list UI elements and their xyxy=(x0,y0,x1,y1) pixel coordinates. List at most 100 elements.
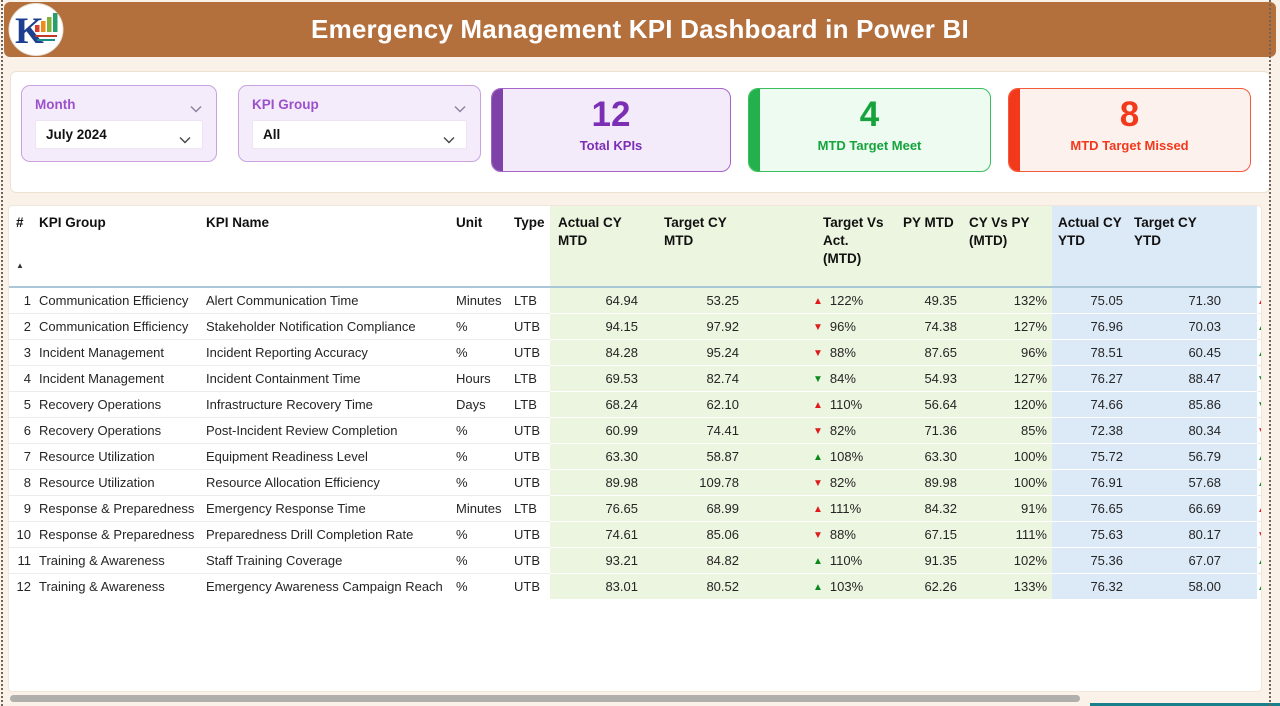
cell-group: Incident Management xyxy=(37,365,204,392)
svg-text:K: K xyxy=(15,11,44,52)
cell-actual_ytd: 76.65 xyxy=(1052,495,1128,522)
bottom-accent-strip xyxy=(1090,703,1280,706)
month-select[interactable]: July 2024 xyxy=(35,120,203,149)
cell-py_mtd: 89.98 xyxy=(897,469,963,496)
trend-up-icon: ▲ xyxy=(813,504,823,515)
cell-name: Emergency Response Time xyxy=(204,495,454,522)
mtd-target-meet-card: 4 MTD Target Meet xyxy=(748,88,991,172)
cell-unit: % xyxy=(454,417,512,444)
cell-type: UTB xyxy=(512,573,550,599)
cell-name: Stakeholder Notification Compliance xyxy=(204,313,454,340)
column-header-cy_vs_py[interactable]: CY Vs PY (MTD) xyxy=(963,206,1052,288)
table-row[interactable]: 7 Resource Utilization Equipment Readiness… xyxy=(9,443,1261,470)
cell-target_mtd: 82.74 xyxy=(652,365,793,392)
trend-down-icon: ▼ xyxy=(813,478,823,489)
cell-py_mtd: 63.30 xyxy=(897,443,963,470)
trend-up-icon: ▲ xyxy=(813,400,823,411)
chevron-down-icon[interactable] xyxy=(189,100,203,113)
cell-unit: % xyxy=(454,573,512,599)
column-header-unit[interactable]: Unit xyxy=(454,206,512,288)
kpi-group-select[interactable]: All xyxy=(252,120,467,149)
cell-unit: Hours xyxy=(454,365,512,392)
cell-name: Emergency Awareness Campaign Reach xyxy=(204,573,454,599)
cell-py_mtd: 54.93 xyxy=(897,365,963,392)
cell-ytd: ▲ xyxy=(1257,469,1261,496)
right-dotted-border xyxy=(1269,0,1271,706)
table-row[interactable]: 8 Resource Utilization Resource Allocation… xyxy=(9,469,1261,496)
mtd-target-meet-value: 4 xyxy=(859,95,880,134)
page-title: Emergency Management KPI Dashboard in Po… xyxy=(311,14,969,44)
month-filter-label: Month xyxy=(35,96,76,112)
column-header-num[interactable]: # ▲ xyxy=(9,206,37,288)
column-header-ytd[interactable] xyxy=(1257,206,1261,288)
trend-up-icon: ▲ xyxy=(1257,452,1261,463)
cell-group: Response & Preparedness xyxy=(37,521,204,548)
cell-actual_mtd: 69.53 xyxy=(550,365,652,392)
cell-type: UTB xyxy=(512,443,550,470)
cell-cy_vs_py: 120% xyxy=(963,391,1052,418)
table-row[interactable]: 6 Recovery Operations Post-Incident Review… xyxy=(9,417,1261,444)
trend-down-icon: ▼ xyxy=(1257,374,1261,385)
cell-py_mtd: 91.35 xyxy=(897,547,963,574)
cell-target_ytd: 66.69 xyxy=(1128,495,1257,522)
table-row[interactable]: 3 Incident Management Incident Reporting A… xyxy=(9,339,1261,366)
cell-type: LTB xyxy=(514,293,537,308)
cell-tva: ▼ 88% xyxy=(793,339,897,366)
table-row[interactable]: 11 Training & Awareness Staff Training Cov… xyxy=(9,547,1261,574)
cell-target_ytd: 58.00 xyxy=(1128,573,1257,599)
sort-ascending-icon[interactable]: ▲ xyxy=(16,261,24,270)
cell-target_ytd: 67.07 xyxy=(1128,547,1257,574)
cell-ytd: ▲ xyxy=(1257,573,1261,599)
cell-unit: Minutes xyxy=(454,495,512,522)
cell-target_ytd: 60.45 xyxy=(1128,339,1257,366)
cell-ytd: ▲ xyxy=(1257,339,1261,366)
cell-ytd: ▲ xyxy=(1257,495,1261,522)
cell-unit: % xyxy=(454,547,512,574)
cell-num: 6 xyxy=(9,417,37,444)
column-header-target_mtd[interactable]: Target CY MTD xyxy=(652,206,793,288)
cell-ytd: ▲ xyxy=(1257,287,1261,314)
cell-target_ytd: 57.68 xyxy=(1128,469,1257,496)
trend-up-icon: ▲ xyxy=(1257,556,1261,567)
cell-tva: ▼ 88% xyxy=(793,521,897,548)
table-row[interactable]: 12 Training & Awareness Emergency Awarenes… xyxy=(9,573,1261,599)
cell-py_mtd: 84.32 xyxy=(897,495,963,522)
cell-actual_ytd: 75.36 xyxy=(1052,547,1128,574)
cell-name: Preparedness Drill Completion Rate xyxy=(204,521,454,548)
cell-cy_vs_py: 127% xyxy=(963,313,1052,340)
cell-cy_vs_py: 132% xyxy=(963,287,1052,314)
horizontal-scrollbar[interactable] xyxy=(10,695,1080,702)
column-header-target_ytd[interactable]: Target CY YTD xyxy=(1128,206,1257,288)
cell-type: LTB xyxy=(512,365,550,392)
table-row[interactable]: 2 Communication Efficiency Stakeholder Not… xyxy=(9,313,1261,340)
table-row[interactable]: 5 Recovery Operations Infrastructure Recov… xyxy=(9,391,1261,418)
column-header-tva[interactable]: Target Vs Act. (MTD) xyxy=(793,206,897,288)
column-header-actual_ytd[interactable]: Actual CY YTD xyxy=(1052,206,1128,288)
cell-num: 3 xyxy=(9,339,37,366)
table-row[interactable]: 4 Incident Management Incident Containment… xyxy=(9,365,1261,392)
cell-name: Incident Containment Time xyxy=(204,365,454,392)
cell-actual_mtd: 93.21 xyxy=(550,547,652,574)
cell-tva: ▼ 82% xyxy=(793,417,897,444)
cell-target_mtd: 58.87 xyxy=(652,443,793,470)
cell-target_ytd: 88.47 xyxy=(1128,365,1257,392)
cell-name: Post-Incident Review Completion xyxy=(204,417,454,444)
cell-actual_ytd: 78.51 xyxy=(1052,339,1128,366)
table-row[interactable]: 1 Communication Efficiency Alert Communica… xyxy=(9,287,1261,314)
column-header-actual_mtd[interactable]: Actual CY MTD xyxy=(550,206,652,288)
column-header-py_mtd[interactable]: PY MTD xyxy=(897,206,963,288)
cell-group: Resource Utilization xyxy=(37,469,204,496)
table-row[interactable]: 10 Response & Preparedness Preparedness Dr… xyxy=(9,521,1261,548)
cell-group: Training & Awareness xyxy=(37,573,204,599)
column-header-group[interactable]: KPI Group xyxy=(37,206,204,288)
cell-num: 2 xyxy=(9,313,37,340)
table-row[interactable]: 9 Response & Preparedness Emergency Respon… xyxy=(9,495,1261,522)
cell-type: UTB xyxy=(512,339,550,366)
column-header-name[interactable]: KPI Name xyxy=(204,206,454,288)
chevron-down-icon[interactable] xyxy=(453,100,467,113)
cell-name: Equipment Readiness Level xyxy=(204,443,454,470)
cell-actual_mtd: 63.30 xyxy=(550,443,652,470)
cell-cy_vs_py: 100% xyxy=(963,443,1052,470)
cell-ytd: ▲ xyxy=(1257,547,1261,574)
column-header-type[interactable]: Type xyxy=(512,206,550,288)
